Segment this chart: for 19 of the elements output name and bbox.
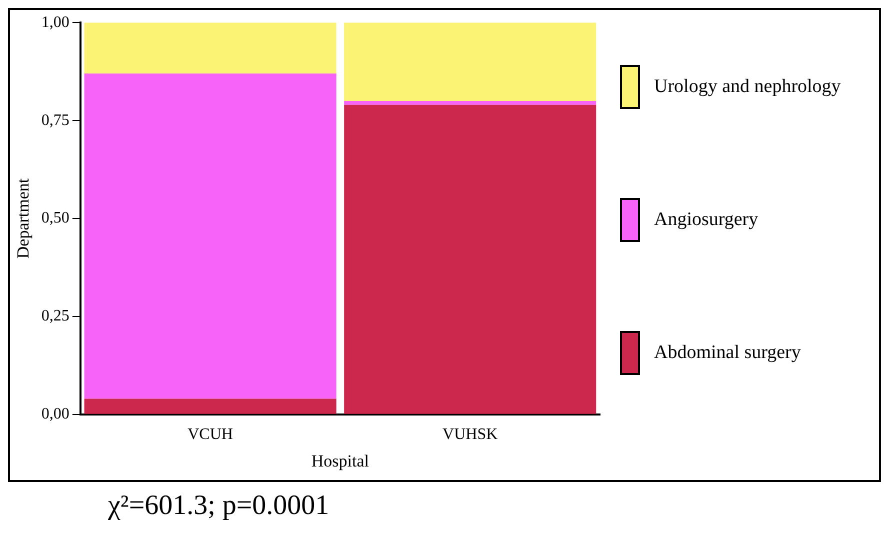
x-tick-label: VCUH <box>188 426 234 444</box>
bar <box>84 398 336 414</box>
text: Angiosurgery <box>654 208 758 231</box>
y-axis-title: Department <box>14 178 33 259</box>
y-tick-label: 0,00 <box>41 406 70 423</box>
bar <box>344 100 596 105</box>
bar <box>84 22 336 74</box>
y-tick-label: 1,00 <box>41 14 70 31</box>
x-axis-title: Hospital <box>311 451 370 470</box>
text: χ²=601.3; p=0.0001 <box>108 490 330 522</box>
x-tick-label: VUHSK <box>442 426 498 444</box>
bar <box>344 22 596 101</box>
legend-label: Urology and nephrology <box>654 76 841 98</box>
y-tick-label: 0,75 <box>41 112 70 129</box>
y-tick-label: 0,25 <box>41 308 70 325</box>
y-tick-label: 0,50 <box>41 210 70 227</box>
legend-label: Abdominal surgery <box>654 342 801 364</box>
bar <box>84 74 336 399</box>
bar <box>344 104 596 414</box>
